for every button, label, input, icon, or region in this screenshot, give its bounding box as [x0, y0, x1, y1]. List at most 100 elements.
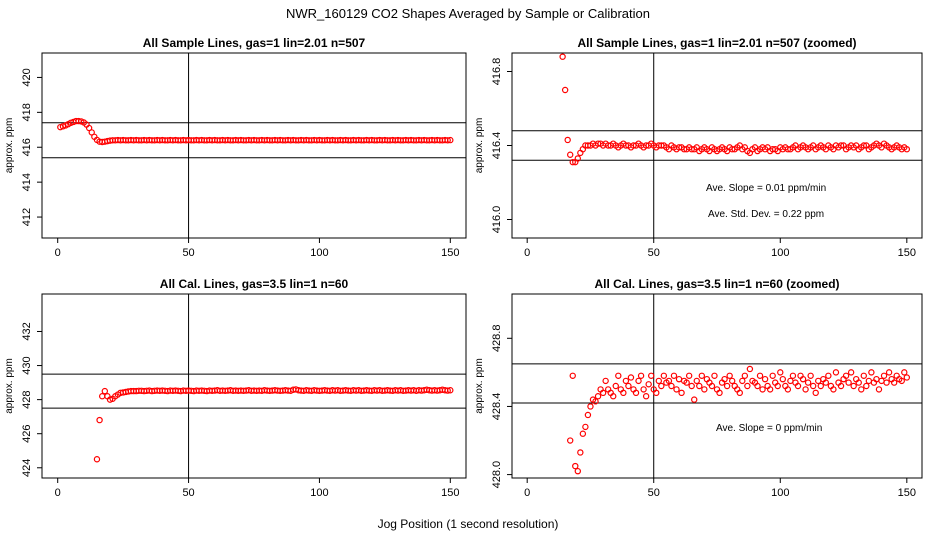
plot-frame	[41, 293, 467, 479]
data-point	[759, 386, 766, 393]
data-point	[612, 382, 619, 390]
data-point	[444, 137, 451, 144]
data-point	[444, 387, 451, 394]
data-point	[599, 389, 607, 397]
data-point	[817, 382, 824, 390]
data-point	[622, 377, 630, 385]
y-tick-label: 428.0	[491, 461, 503, 489]
data-point	[794, 382, 802, 390]
data-point	[574, 467, 582, 475]
data-point	[863, 382, 870, 390]
data-point	[721, 375, 728, 383]
data-point	[868, 369, 875, 376]
data-point	[685, 372, 693, 379]
y-tick-label: 424	[21, 459, 33, 477]
data-point	[610, 393, 617, 400]
data-point	[799, 375, 807, 383]
data-point	[579, 430, 587, 437]
y-axis-label: approx. ppm	[474, 118, 485, 174]
data-point	[645, 381, 652, 388]
y-axis-label: approx. ppm	[474, 358, 485, 414]
x-tick-label: 0	[524, 487, 530, 499]
data-point	[569, 372, 576, 379]
data-point	[93, 456, 101, 463]
data-point	[683, 379, 690, 386]
data-point	[723, 382, 731, 390]
data-point	[830, 386, 837, 393]
data-point	[447, 136, 454, 144]
panel-title: All Sample Lines, gas=1 lin=2.01 n=507	[143, 36, 366, 50]
data-points	[57, 117, 454, 146]
data-point	[635, 377, 642, 385]
data-point	[883, 379, 890, 386]
x-tick-label: 0	[55, 247, 61, 259]
data-point	[850, 382, 857, 390]
data-point	[101, 387, 109, 395]
data-point	[903, 145, 911, 153]
data-point	[860, 142, 867, 149]
data-point	[815, 377, 822, 385]
chart-panel-4: All Cal. Lines, gas=3.5 lin=1 n=60 (zoom…	[474, 277, 923, 499]
data-point	[574, 155, 582, 162]
data-point	[746, 365, 754, 373]
y-tick-label: 428	[21, 390, 33, 408]
data-point	[647, 372, 655, 379]
x-tick-label: 0	[524, 247, 530, 259]
data-point	[761, 375, 769, 383]
data-points	[559, 53, 911, 166]
data-point	[96, 416, 103, 424]
data-point	[447, 387, 454, 394]
data-point	[779, 375, 787, 383]
data-point	[858, 386, 865, 393]
data-point	[865, 377, 873, 385]
data-point	[567, 437, 574, 444]
data-point	[837, 142, 845, 149]
data-point	[594, 393, 602, 400]
chart-panel-2: All Sample Lines, gas=1 lin=2.01 n=507 (…	[474, 36, 923, 259]
data-point	[744, 382, 751, 390]
data-point	[567, 151, 574, 158]
data-point	[756, 372, 764, 379]
data-point	[880, 372, 888, 379]
data-point	[741, 372, 749, 379]
y-tick-label: 418	[21, 103, 33, 121]
x-tick-label: 150	[898, 247, 916, 259]
data-point	[875, 386, 883, 393]
data-point	[678, 389, 685, 397]
data-point	[658, 382, 665, 390]
data-point	[845, 379, 852, 386]
data-point	[640, 386, 647, 393]
data-point	[602, 377, 609, 385]
data-point	[625, 382, 632, 390]
data-point	[903, 374, 911, 381]
data-point	[898, 377, 905, 385]
x-tick-label: 100	[771, 487, 789, 499]
panel-title: All Cal. Lines, gas=3.5 lin=1 n=60	[160, 277, 349, 291]
data-point	[627, 374, 635, 381]
data-point	[637, 372, 645, 379]
data-point	[592, 398, 599, 405]
data-point	[728, 377, 736, 385]
data-point	[847, 369, 855, 376]
data-point	[784, 386, 792, 393]
data-point	[675, 375, 683, 383]
data-point	[822, 379, 830, 386]
data-point	[885, 369, 893, 376]
data-point	[855, 379, 862, 386]
data-point	[615, 372, 622, 379]
data-point	[711, 372, 718, 379]
data-point	[774, 382, 781, 390]
data-point	[890, 379, 898, 386]
chart-panel-3: All Cal. Lines, gas=3.5 lin=1 n=60 0 50 100…	[4, 277, 467, 499]
data-point	[98, 393, 106, 400]
data-point	[809, 382, 817, 390]
data-point	[804, 379, 812, 386]
panel-annotation: Ave. Std. Dev. = 0.22 ppm	[708, 209, 824, 220]
y-tick-label: 420	[21, 68, 33, 86]
data-point	[673, 386, 680, 393]
data-point	[766, 386, 774, 393]
x-tick-label: 150	[441, 247, 459, 259]
data-point	[582, 423, 589, 431]
y-tick-label: 416	[21, 138, 33, 156]
